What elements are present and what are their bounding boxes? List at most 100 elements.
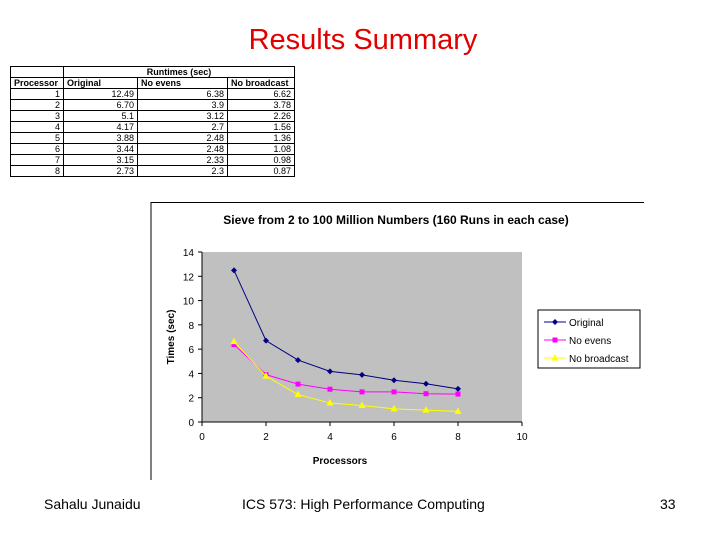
table-cell: 0.87 <box>227 165 295 177</box>
legend-item: No evens <box>544 336 611 347</box>
table-cell: 1.08 <box>227 143 295 155</box>
table-row: 5 3.88 2.48 1.36 <box>10 132 295 144</box>
table-row: 4 4.17 2.7 1.56 <box>10 121 295 133</box>
table-cell: 2.33 <box>137 154 228 166</box>
x-tick-label: 10 <box>516 432 528 443</box>
runtimes-table: Runtimes (sec) Processor Original No eve… <box>10 66 295 177</box>
series-line <box>233 270 459 390</box>
x-tick-label: 2 <box>263 432 269 443</box>
data-point <box>231 342 237 348</box>
table-group-header: Runtimes (sec) <box>63 66 295 78</box>
table-corner <box>10 66 64 78</box>
x-axis-label: Processors <box>313 456 368 467</box>
data-point <box>358 401 366 408</box>
table-cell: 6.70 <box>63 99 138 111</box>
footer-course: ICS 573: High Performance Computing <box>242 496 485 512</box>
table-cell: 6.62 <box>227 88 295 100</box>
col-header-no-broadcast: No broadcast <box>227 77 295 89</box>
data-point <box>390 404 398 412</box>
table-cell: 0.98 <box>227 154 295 166</box>
data-point <box>391 389 397 395</box>
chart-title: Sieve from 2 to 100 Million Numbers (160… <box>223 213 568 227</box>
y-tick-label: 0 <box>188 418 194 429</box>
table-cell: 2.3 <box>137 165 228 177</box>
slide-title: Results Summary <box>248 24 478 56</box>
y-tick-label: 14 <box>183 248 195 259</box>
plot-area <box>202 252 522 422</box>
series-no-broadcast <box>230 337 462 414</box>
data-point <box>423 391 429 397</box>
table-cell: 2.48 <box>137 132 228 144</box>
y-tick-label: 2 <box>188 394 194 405</box>
data-point <box>359 389 365 395</box>
table-cell: 2.48 <box>137 143 228 155</box>
table-cell: 3 <box>10 110 64 122</box>
data-point <box>422 406 430 413</box>
legend-label: No broadcast <box>569 354 629 365</box>
data-point <box>423 380 429 387</box>
y-tick-label: 4 <box>188 369 194 380</box>
series-line <box>233 341 459 412</box>
table-cell: 5 <box>10 132 64 144</box>
data-point <box>327 386 333 392</box>
table-row: 3 5.1 3.12 2.26 <box>10 110 295 122</box>
y-axis-label: Times (sec) <box>166 310 177 365</box>
table-cell: 7 <box>10 154 64 166</box>
y-tick-label: 6 <box>188 345 194 356</box>
table-cell: 3.44 <box>63 143 138 155</box>
table-cell: 5.1 <box>63 110 138 122</box>
runtime-chart: Sieve from 2 to 100 Million Numbers (160… <box>150 202 644 480</box>
table-cell: 3.78 <box>227 99 295 111</box>
data-point <box>455 385 461 392</box>
table-cell: 6.38 <box>137 88 228 100</box>
x-tick-label: 0 <box>199 432 205 443</box>
page-number: 33 <box>660 496 676 512</box>
col-header-original: Original <box>63 77 138 89</box>
table-cell: 3.88 <box>63 132 138 144</box>
col-header-no-evens: No evens <box>137 77 228 89</box>
table-cell: 3.12 <box>137 110 228 122</box>
col-header-processor: Processor <box>10 77 64 89</box>
chart-legend: Original No evens No broadcast <box>537 309 641 369</box>
x-tick-label: 4 <box>327 432 333 443</box>
data-point <box>455 391 461 397</box>
data-point <box>263 337 269 344</box>
data-point <box>552 337 558 343</box>
table-cell: 6 <box>10 143 64 155</box>
data-point <box>551 354 559 361</box>
legend-item: No broadcast <box>544 354 629 365</box>
table-cell: 2.7 <box>137 121 228 133</box>
legend-label: Original <box>569 318 603 329</box>
data-point <box>295 381 301 387</box>
table-cell: 4 <box>10 121 64 133</box>
legend-item: Original <box>544 318 603 329</box>
data-point <box>359 371 365 378</box>
table-row: 1 12.49 6.38 6.62 <box>10 88 295 100</box>
table-cell: 4.17 <box>63 121 138 133</box>
table-cell: 2.73 <box>63 165 138 177</box>
data-point <box>231 267 237 274</box>
data-point <box>230 337 238 345</box>
data-point <box>294 390 302 398</box>
legend-label: No evens <box>569 336 611 347</box>
table-cell: 1.36 <box>227 132 295 144</box>
table-cell: 2.26 <box>227 110 295 122</box>
y-tick-label: 12 <box>183 272 195 283</box>
x-tick-label: 8 <box>455 432 461 443</box>
data-point <box>262 372 270 379</box>
data-point <box>552 319 558 325</box>
series-original <box>231 267 461 392</box>
table-row: 2 6.70 3.9 3.78 <box>10 99 295 111</box>
table-row: 6 3.44 2.48 1.08 <box>10 143 295 155</box>
series-line <box>233 344 459 395</box>
table-row: 8 2.73 2.3 0.87 <box>10 165 295 177</box>
table-cell: 3.15 <box>63 154 138 166</box>
table-cell: 12.49 <box>63 88 138 100</box>
table-cell: 1.56 <box>227 121 295 133</box>
y-tick-label: 10 <box>183 297 195 308</box>
table-cell: 8 <box>10 165 64 177</box>
table-row: 7 3.15 2.33 0.98 <box>10 154 295 166</box>
data-point <box>326 399 334 406</box>
table-cell: 3.9 <box>137 99 228 111</box>
data-point <box>454 407 462 414</box>
